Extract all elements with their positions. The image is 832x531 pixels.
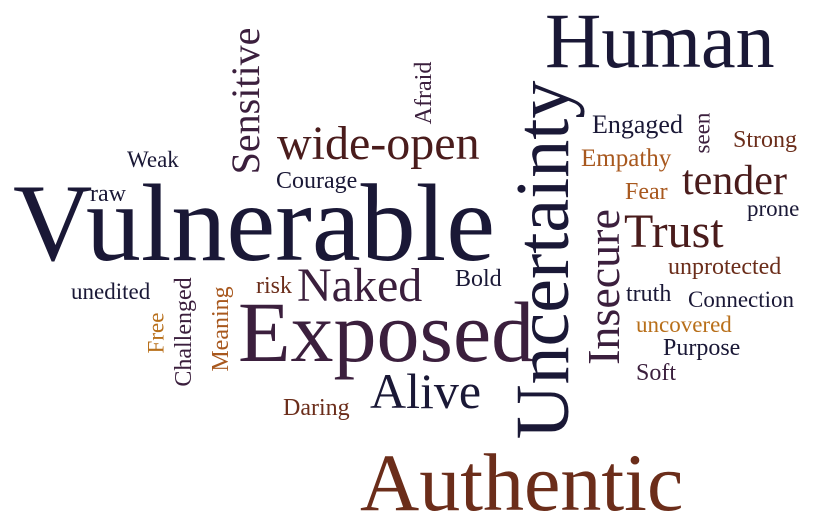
word-engaged: Engaged: [592, 110, 683, 139]
word-insecure: Insecure: [578, 209, 629, 365]
word-seen: seen: [689, 112, 715, 154]
word-risk: risk: [256, 273, 292, 299]
word-wide-open: wide-open: [277, 117, 480, 170]
word-strong: Strong: [733, 127, 798, 153]
word-weak: Weak: [127, 147, 179, 172]
word-authentic: Authentic: [360, 437, 684, 528]
word-unprotected: unprotected: [668, 254, 782, 280]
word-connection: Connection: [688, 287, 795, 312]
word-uncovered: uncovered: [636, 312, 732, 337]
word-bold: Bold: [455, 266, 502, 292]
word-courage: Courage: [276, 168, 358, 194]
word-trust: Trust: [624, 205, 724, 258]
word-vulnerable: Vulnerable: [13, 162, 496, 284]
word-prone: prone: [747, 196, 800, 221]
word-sensitive: Sensitive: [223, 27, 268, 175]
word-empathy: Empathy: [581, 145, 672, 172]
word-uncertainty: Uncertainty: [501, 80, 585, 440]
word-daring: Daring: [283, 395, 350, 421]
word-truth: truth: [626, 281, 672, 307]
word-naked: Naked: [297, 259, 423, 312]
word-fear: Fear: [625, 179, 668, 205]
word-alive: Alive: [370, 363, 482, 419]
word-human: Human: [545, 0, 775, 84]
word-exposed: Exposed: [238, 284, 535, 380]
word-tender: tender: [682, 158, 787, 204]
word-meaning: Meaning: [208, 286, 234, 372]
word-purpose: Purpose: [663, 335, 741, 361]
word-afraid: Afraid: [411, 61, 437, 125]
word-soft: Soft: [636, 360, 677, 386]
word-free: Free: [143, 312, 169, 354]
word-challenged: Challenged: [171, 277, 197, 387]
word-raw: raw: [90, 181, 126, 207]
word-unedited: unedited: [71, 279, 151, 304]
